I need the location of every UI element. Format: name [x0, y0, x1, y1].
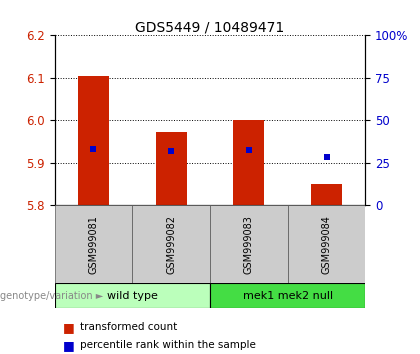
Text: GSM999082: GSM999082 — [166, 215, 176, 274]
Bar — [55, 283, 210, 308]
Text: percentile rank within the sample: percentile rank within the sample — [80, 340, 256, 350]
Title: GDS5449 / 10489471: GDS5449 / 10489471 — [135, 20, 285, 34]
Text: transformed count: transformed count — [80, 322, 177, 332]
Bar — [288, 205, 365, 283]
Bar — [311, 184, 342, 205]
Bar — [55, 205, 132, 283]
Text: wild type: wild type — [107, 291, 158, 301]
Text: genotype/variation ►: genotype/variation ► — [0, 291, 103, 301]
Bar — [78, 76, 109, 205]
Bar — [210, 283, 365, 308]
Text: GSM999083: GSM999083 — [244, 215, 254, 274]
Bar — [234, 120, 265, 205]
Bar — [132, 205, 210, 283]
Bar — [210, 205, 288, 283]
Text: ■: ■ — [63, 339, 75, 352]
Bar — [155, 132, 186, 205]
Text: ■: ■ — [63, 321, 75, 334]
Text: GSM999081: GSM999081 — [89, 215, 98, 274]
Text: mek1 mek2 null: mek1 mek2 null — [243, 291, 333, 301]
Text: GSM999084: GSM999084 — [322, 215, 331, 274]
